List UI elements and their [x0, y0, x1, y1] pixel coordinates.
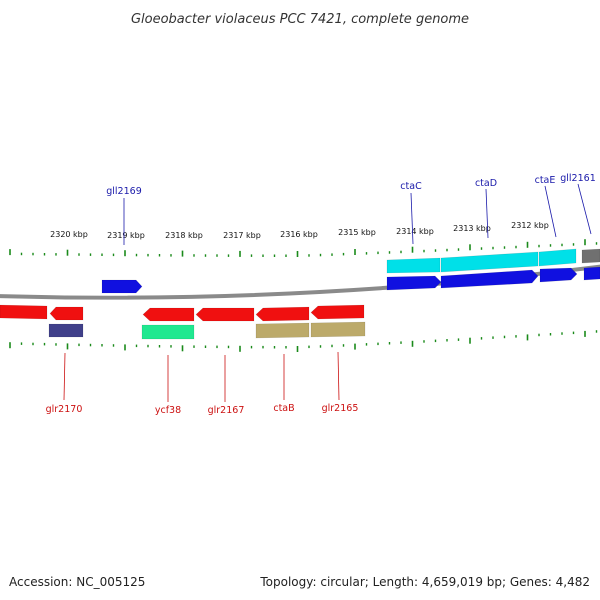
map-title: Gloeobacter violaceus PCC 7421, complete…: [131, 12, 469, 27]
gene-arrow-gll2161[interactable]: [583, 266, 600, 281]
gene-arrow-glr2167[interactable]: [195, 307, 255, 322]
gene-arrow-glr2165[interactable]: [310, 304, 365, 320]
accession-text: Accession: NC_005125: [9, 575, 145, 589]
kbp-label-2317: 2317 kbp: [223, 231, 261, 240]
gene-box-ctaD-cyan[interactable]: [440, 251, 539, 273]
gene-label-glr2167[interactable]: glr2167: [208, 405, 245, 416]
leader-glr2170: [63, 352, 66, 401]
gene-features: [0, 248, 600, 340]
gene-box-ctaC-cyan[interactable]: [386, 257, 441, 274]
gene-label-ycf38[interactable]: ycf38: [155, 405, 181, 416]
gene-arrow-ctaD[interactable]: [440, 269, 539, 289]
kbp-label-2318: 2318 kbp: [165, 231, 203, 240]
gene-arrow-partial-left[interactable]: [0, 304, 48, 320]
gene-label-ctaB[interactable]: ctaB: [273, 403, 294, 414]
gene-box-glr2165-olive[interactable]: [310, 321, 366, 338]
kbp-scale-labels: 2320 kbp 2319 kbp 2318 kbp 2317 kbp 2316…: [50, 221, 549, 240]
gene-label-ctaC[interactable]: ctaC: [400, 181, 422, 192]
gene-arrow-ctaB[interactable]: [255, 306, 310, 322]
leader-ctaE: [544, 185, 557, 238]
gene-arrow-glr2170[interactable]: [49, 306, 84, 321]
kbp-label-2319: 2319 kbp: [107, 231, 145, 240]
kbp-label-2320: 2320 kbp: [50, 230, 88, 239]
tick-row-top: [9, 239, 598, 257]
gene-box-ctaE-cyan[interactable]: [538, 248, 577, 267]
tick-row-bottom: [9, 330, 598, 352]
gene-box-ctaB-olive[interactable]: [255, 322, 310, 339]
genome-summary-text: Topology: circular; Length: 4,659,019 bp…: [259, 575, 590, 589]
gene-box-gll2161-gray[interactable]: [581, 248, 600, 264]
kbp-label-2314: 2314 kbp: [396, 227, 434, 236]
gene-label-gll2169[interactable]: gll2169: [106, 186, 142, 197]
leader-ctaD: [485, 188, 489, 239]
leader-ctaC: [410, 192, 414, 245]
gene-label-glr2165[interactable]: glr2165: [322, 403, 359, 414]
leader-gll2161: [577, 183, 592, 235]
gene-label-glr2170[interactable]: glr2170: [46, 404, 83, 415]
gene-arrow-ctaC[interactable]: [386, 275, 442, 291]
kbp-label-2313: 2313 kbp: [453, 224, 491, 233]
gene-arrow-ctaE[interactable]: [539, 267, 578, 283]
gene-label-ctaD[interactable]: ctaD: [475, 178, 497, 189]
kbp-label-2316: 2316 kbp: [280, 230, 318, 239]
gene-arrow-ycf38[interactable]: [142, 307, 195, 322]
kbp-label-2312: 2312 kbp: [511, 221, 549, 230]
leader-glr2165: [337, 351, 340, 401]
gene-labels: gll2169 ctaC ctaD ctaE gll2161 glr2170 y…: [46, 173, 596, 416]
gene-box-ycf38-green[interactable]: [141, 324, 195, 340]
gene-label-ctaE[interactable]: ctaE: [535, 175, 556, 186]
gene-box-glr2170-navy[interactable]: [48, 323, 84, 338]
kbp-label-2315: 2315 kbp: [338, 228, 376, 237]
label-leader-lines: [63, 183, 592, 402]
gene-label-gll2161[interactable]: gll2161: [560, 173, 596, 184]
gene-arrow-gll2169[interactable]: [101, 279, 143, 294]
